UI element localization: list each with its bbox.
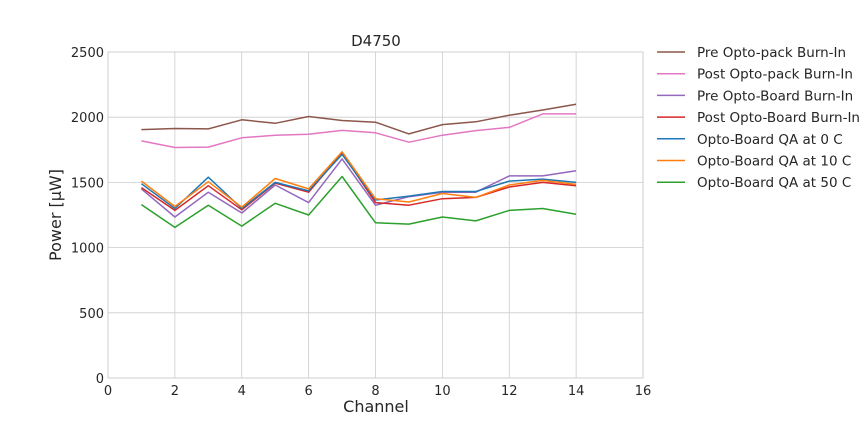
x-tick-label: 14 — [568, 384, 585, 399]
legend-label: Opto-Board QA at 50 C — [697, 175, 851, 191]
x-tick-label: 2 — [171, 384, 179, 399]
grid-lines — [107, 51, 644, 379]
chart-title: D4750 — [351, 32, 401, 50]
series-line-7 — [140, 175, 577, 229]
x-axis-title: Channel — [343, 397, 409, 416]
legend: Pre Opto-pack Burn-In Post Opto-pack Burn… — [657, 45, 860, 191]
series-line-2 — [141, 113, 577, 149]
series-line-5 — [140, 153, 577, 210]
series-line-3 — [140, 158, 577, 218]
legend-label: Opto-Board QA at 0 C — [697, 132, 843, 148]
series-line-1 — [141, 103, 577, 135]
y-tick-label: 0 — [96, 372, 104, 387]
x-tick-label: 8 — [371, 384, 379, 399]
y-axis-title: Power [μW] — [46, 169, 65, 261]
plot-border — [107, 51, 644, 379]
x-tick-label: 6 — [304, 384, 312, 399]
y-tick-label: 500 — [79, 307, 104, 322]
x-tick-label: 16 — [635, 384, 652, 399]
legend-label: Opto-Board QA at 10 C — [697, 154, 851, 170]
series-lines — [140, 103, 577, 229]
tick-labels: 0 2 4 6 8 10 12 14 16 0 500 1000 1500 2000 2500 — [71, 46, 651, 399]
y-tick-label: 2500 — [71, 46, 104, 61]
x-tick-label: 10 — [434, 384, 451, 399]
plot-frame — [107, 51, 644, 379]
x-tick-label: 12 — [501, 384, 518, 399]
x-tick-label: 0 — [104, 384, 112, 399]
series-line-6 — [140, 151, 577, 208]
y-tick-label: 1500 — [71, 176, 104, 191]
legend-label: Post Opto-pack Burn-In — [697, 67, 853, 83]
x-tick-label: 4 — [238, 384, 246, 399]
y-tick-label: 1000 — [71, 242, 104, 257]
y-tick-label: 2000 — [71, 111, 104, 126]
legend-label: Pre Opto-pack Burn-In — [697, 45, 846, 61]
legend-label: Pre Opto-Board Burn-In — [697, 88, 853, 104]
legend-label: Post Opto-Board Burn-In — [697, 110, 860, 126]
